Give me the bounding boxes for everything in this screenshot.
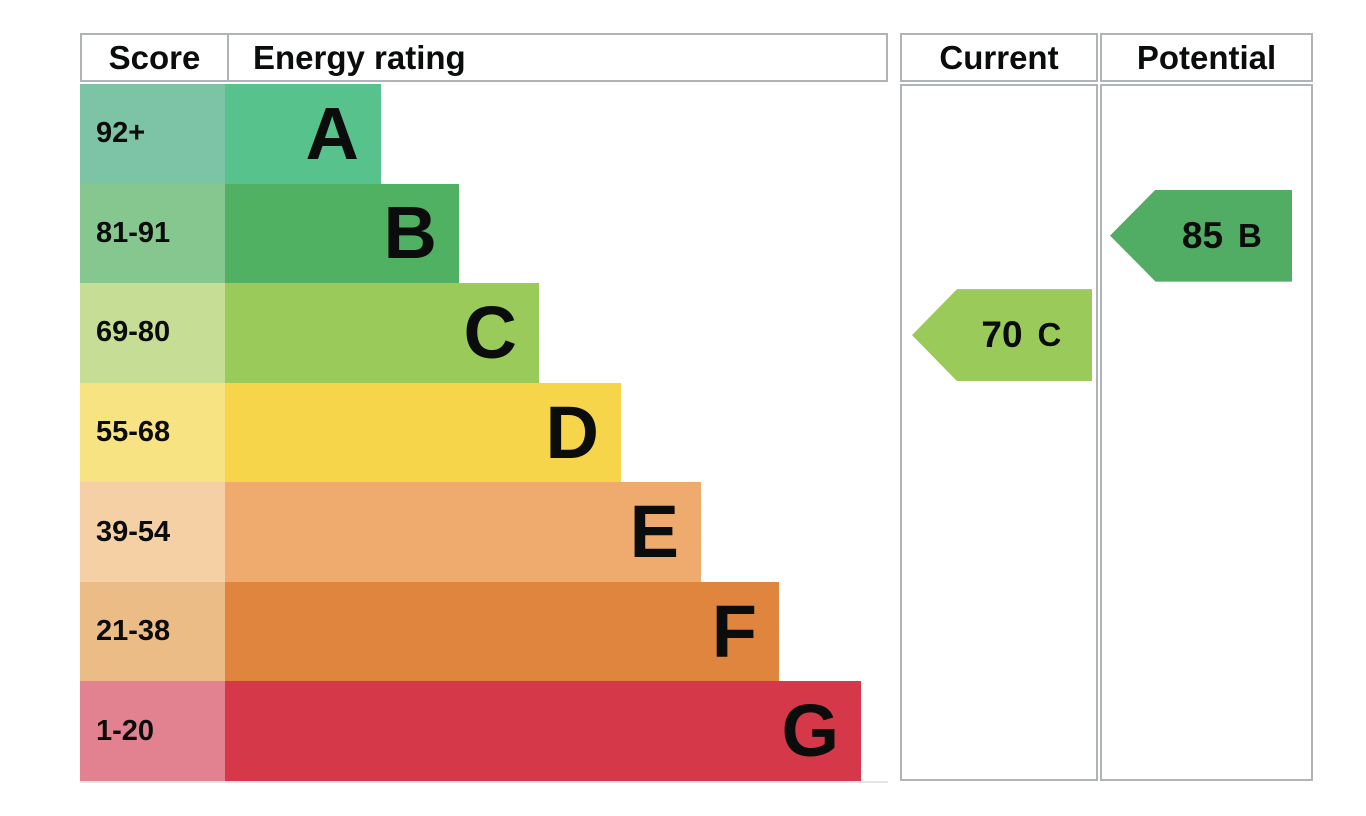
band-letter: A	[305, 91, 359, 175]
band-bar: C	[225, 283, 539, 383]
band-letter: B	[383, 191, 437, 275]
potential-column-body: 85 B	[1100, 84, 1313, 781]
current-rating-letter: C	[1037, 316, 1062, 354]
band-score-label: 55-68	[96, 416, 171, 449]
potential-column-header: Potential	[1100, 33, 1313, 82]
band-letter: G	[781, 689, 839, 773]
band-score-cell: 92+	[80, 84, 225, 184]
band-row: 21-38 F	[80, 581, 888, 682]
band-letter: F	[711, 589, 757, 673]
band-letter: C	[463, 290, 517, 374]
current-column-body: 70 C	[900, 84, 1098, 781]
band-score-label: 1-20	[96, 714, 155, 747]
current-rating-arrow: 70 C	[912, 289, 1092, 382]
energy-rating-column-header: Energy rating	[227, 35, 886, 80]
band-score-cell: 81-91	[80, 183, 225, 284]
band-score-label: 21-38	[96, 615, 171, 648]
header-score-energy: Score Energy rating	[80, 33, 888, 82]
band-bar: F	[225, 581, 779, 682]
band-score-cell: 39-54	[80, 482, 225, 582]
band-score-label: 69-80	[96, 316, 171, 349]
band-score-label: 81-91	[96, 216, 171, 249]
potential-rating-arrow: 85 B	[1110, 189, 1292, 282]
band-row: 69-80 C	[80, 283, 888, 383]
band-row: 55-68 D	[80, 382, 888, 483]
band-bar: A	[225, 84, 381, 184]
potential-rating-letter: B	[1238, 216, 1262, 254]
band-bar: D	[225, 382, 621, 483]
band-row: 81-91 B	[80, 183, 888, 284]
band-bar: E	[225, 482, 701, 582]
current-score-value: 70	[981, 314, 1023, 356]
band-score-cell: 69-80	[80, 283, 225, 383]
band-score-label: 92+	[96, 117, 146, 150]
band-score-cell: 55-68	[80, 382, 225, 483]
band-bar: B	[225, 183, 459, 284]
band-score-cell: 1-20	[80, 681, 225, 782]
band-row: 92+ A	[80, 84, 888, 184]
rating-bands: 92+ A 81-91 B 69-80 C 55-68 D	[80, 84, 888, 783]
band-letter: D	[545, 390, 599, 474]
current-column-header: Current	[900, 33, 1098, 82]
band-row: 39-54 E	[80, 482, 888, 582]
score-column-header: Score	[108, 38, 201, 76]
band-score-label: 39-54	[96, 515, 171, 548]
band-letter: E	[629, 490, 679, 574]
band-row: 1-20 G	[80, 681, 888, 782]
potential-score-value: 85	[1181, 214, 1224, 256]
band-bar: G	[225, 681, 861, 782]
band-score-cell: 21-38	[80, 581, 225, 682]
